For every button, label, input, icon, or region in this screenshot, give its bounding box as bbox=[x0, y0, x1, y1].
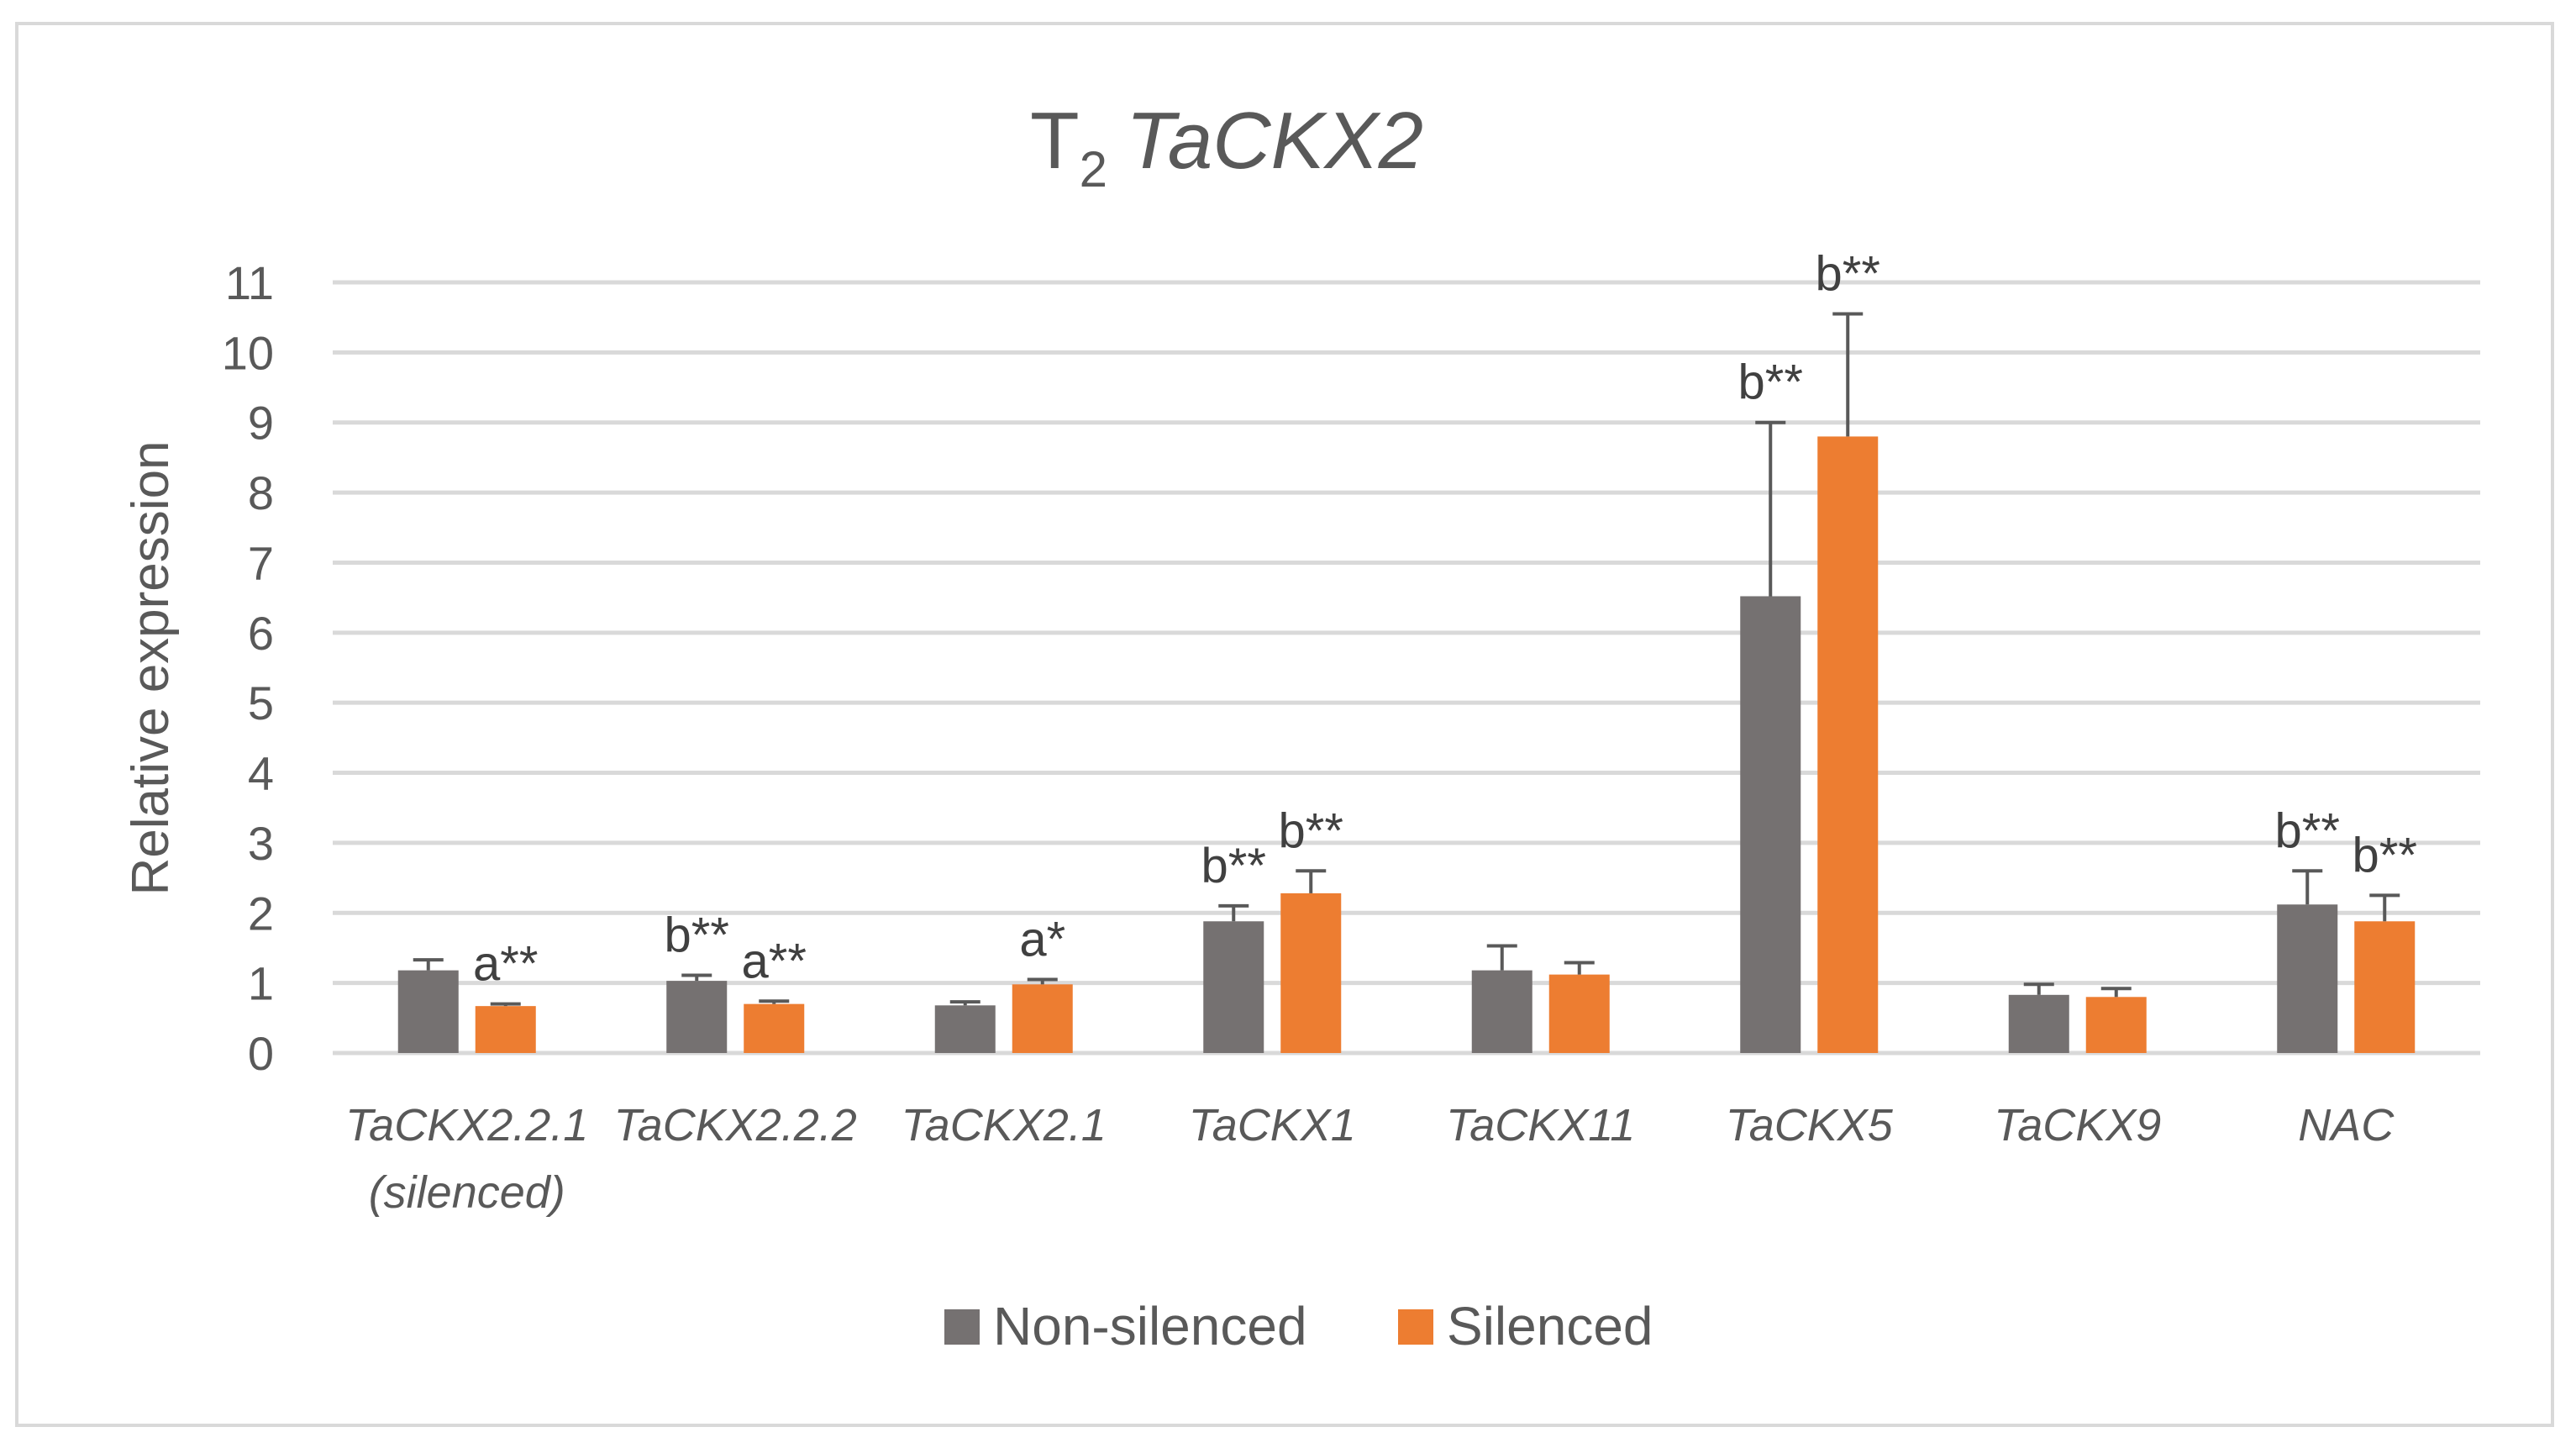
y-tick-labels: 0 1 2 3 4 5 6 7 8 9 10 11 bbox=[222, 256, 274, 1080]
y-axis-title: Relative expression bbox=[122, 440, 180, 895]
bar-silenced bbox=[2085, 997, 2147, 1053]
y-tick-label: 6 bbox=[248, 607, 274, 660]
significance-label: a** bbox=[473, 937, 538, 992]
annotations: a**b** a** a*b**b**b**b**b** b** bbox=[473, 247, 2417, 992]
title-subscript: 2 bbox=[1080, 141, 1107, 197]
category-label: TaCKX1 bbox=[1189, 1100, 1356, 1151]
bar-silenced bbox=[1280, 892, 1342, 1053]
legend-swatch bbox=[944, 1309, 980, 1345]
bar-non-silenced bbox=[934, 1005, 996, 1053]
y-tick-label: 3 bbox=[248, 817, 274, 870]
category-label: TaCKX9 bbox=[1994, 1100, 2161, 1151]
bar-silenced bbox=[2354, 921, 2416, 1053]
y-tick-label: 5 bbox=[248, 677, 274, 729]
significance-label: b** bbox=[2275, 803, 2340, 858]
bar-non-silenced bbox=[1740, 596, 1801, 1053]
bar-non-silenced bbox=[397, 970, 459, 1053]
category-label: (silenced) bbox=[369, 1167, 565, 1218]
y-tick-label: 11 bbox=[225, 256, 274, 309]
category-label: TaCKX2.2.1 bbox=[345, 1100, 588, 1151]
bar-non-silenced bbox=[2008, 994, 2069, 1053]
category-label: NAC bbox=[2298, 1100, 2395, 1151]
bar-non-silenced bbox=[1203, 921, 1264, 1053]
significance-label: a* bbox=[1019, 912, 1065, 966]
chart-frame bbox=[15, 22, 2554, 1427]
legend-label: Silenced bbox=[1447, 1296, 1653, 1356]
legend-label: Non-silenced bbox=[993, 1296, 1307, 1356]
chart-title: T2 TaCKX2 bbox=[1030, 96, 1423, 197]
y-tick-label: 10 bbox=[222, 326, 274, 379]
bar-silenced bbox=[1012, 984, 1073, 1053]
significance-label: b** bbox=[2353, 828, 2417, 882]
title-italic: TaCKX2 bbox=[1126, 96, 1423, 186]
bar-silenced bbox=[1548, 974, 1610, 1053]
y-tick-label: 0 bbox=[248, 1027, 274, 1080]
title-main: T bbox=[1030, 96, 1080, 186]
category-label: TaCKX5 bbox=[1726, 1100, 1894, 1151]
bar-silenced bbox=[475, 1006, 536, 1053]
bars bbox=[397, 436, 2416, 1053]
significance-label: b** bbox=[1201, 839, 1266, 893]
significance-label: b** bbox=[1816, 247, 1880, 302]
bar-non-silenced bbox=[1471, 970, 1532, 1053]
category-labels: TaCKX2.2.1 (silenced) TaCKX2.2.2 TaCKX2.1 Ta… bbox=[345, 1100, 2395, 1218]
significance-label: b** bbox=[1279, 803, 1343, 858]
gridlines bbox=[333, 280, 2480, 1056]
significance-label: b** bbox=[1738, 355, 1803, 410]
bar-non-silenced bbox=[2277, 904, 2338, 1053]
y-tick-label: 1 bbox=[248, 957, 274, 1010]
category-label: TaCKX11 bbox=[1446, 1100, 1635, 1151]
bar-non-silenced bbox=[666, 981, 728, 1053]
y-tick-label: 2 bbox=[248, 887, 274, 940]
category-label: TaCKX2.2.2 bbox=[614, 1100, 857, 1151]
y-tick-label: 7 bbox=[248, 536, 274, 589]
bar-silenced bbox=[744, 1003, 805, 1053]
significance-label: b** bbox=[665, 908, 729, 962]
error-bars bbox=[413, 312, 2400, 1007]
y-tick-label: 9 bbox=[248, 397, 274, 450]
legend-swatch bbox=[1398, 1309, 1433, 1345]
y-tick-label: 8 bbox=[248, 466, 274, 519]
legend: Non-silenced Silenced bbox=[944, 1296, 1653, 1356]
y-tick-label: 4 bbox=[248, 747, 274, 800]
significance-label: a** bbox=[742, 934, 807, 988]
bar-silenced bbox=[1817, 436, 1879, 1053]
category-label: TaCKX2.1 bbox=[902, 1100, 1107, 1151]
